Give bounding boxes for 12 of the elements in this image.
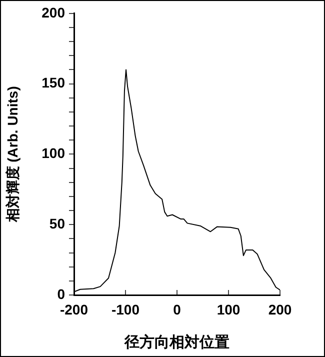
x-tick-label: -200 <box>60 301 88 318</box>
y-tick-label: 150 <box>42 74 66 91</box>
y-tick-label: 100 <box>42 145 66 162</box>
x-tick-label: 200 <box>268 301 292 318</box>
y-tick-label: 50 <box>49 215 66 232</box>
x-axis-title: 径方向相対位置 <box>124 333 230 352</box>
y-axis-title: 相対輝度 (Arb. Units) <box>4 86 20 224</box>
x-tick-label: -100 <box>111 301 140 318</box>
x-tick-label: 100 <box>216 301 240 318</box>
y-tick-label: 200 <box>42 4 66 20</box>
x-tick-label: 0 <box>173 301 182 318</box>
y-tick-label: 0 <box>57 286 66 302</box>
